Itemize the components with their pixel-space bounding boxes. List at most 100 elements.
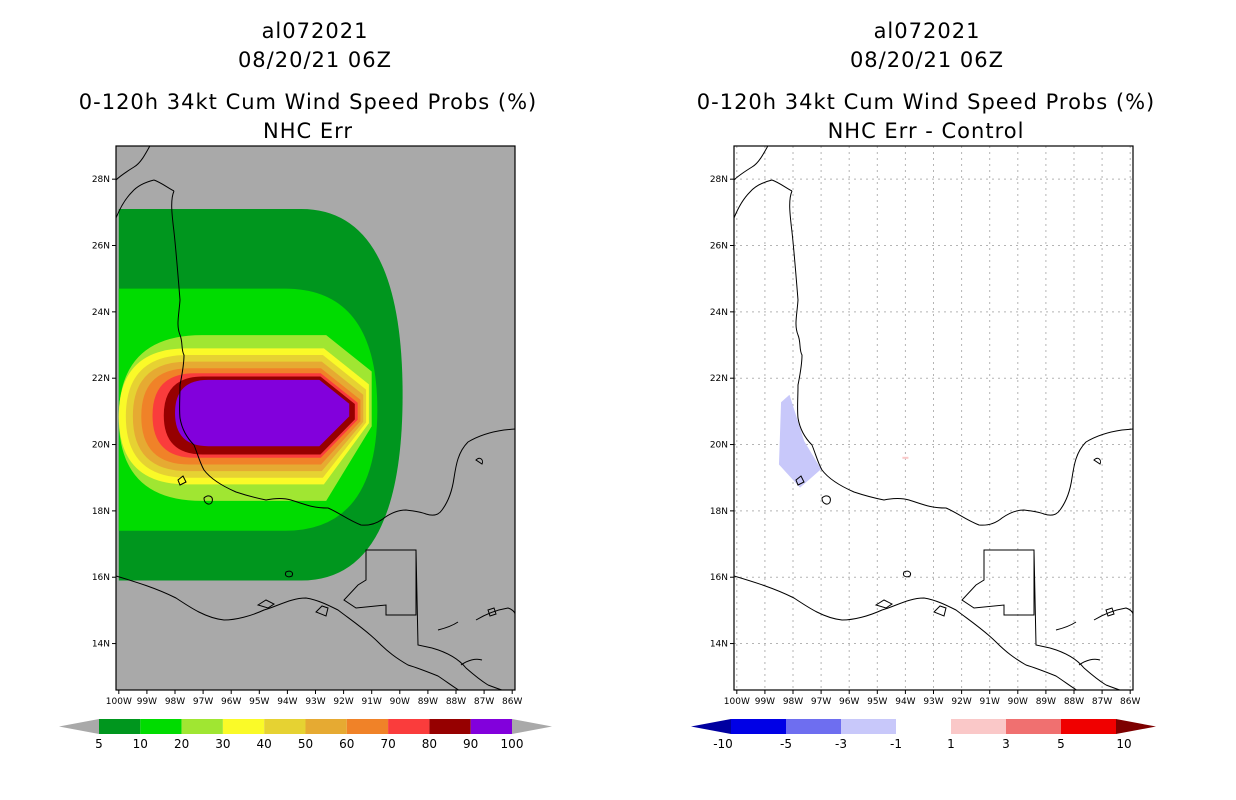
colorbar-label: 50 — [298, 737, 313, 751]
x-tick-label: 86W — [1120, 697, 1140, 707]
y-tick-label: 20N — [92, 441, 110, 451]
x-tick-label: 100W — [724, 697, 750, 707]
colorbar-label: 10 — [133, 737, 148, 751]
colorbar-label: 90 — [463, 737, 478, 751]
left-storm-id: al072021 — [262, 19, 369, 43]
colorbar-low-arrow — [59, 719, 99, 734]
colorbar-label: -5 — [780, 737, 792, 751]
y-tick-label: 20N — [710, 441, 728, 451]
x-tick-label: 92W — [333, 697, 353, 707]
left-colorbar: 5 10 20 30 40 50 60 70 80 90 100 — [59, 719, 552, 751]
y-tick-label: 22N — [710, 374, 728, 384]
x-tick-label: 91W — [362, 697, 382, 707]
right-map-panel: 100W 99W 98W 97W 96W 95W 94W 93W 92W 91W 90W 89W 88W… — [691, 19, 1156, 751]
colorbar-label: -3 — [835, 737, 847, 751]
anomaly-speck — [902, 456, 909, 459]
x-tick-label: 96W — [839, 697, 859, 707]
x-tick-label: 97W — [193, 697, 213, 707]
colorbar-label: 80 — [422, 737, 437, 751]
colorbar-swatch — [1006, 719, 1061, 734]
y-tick-label: 26N — [92, 242, 110, 252]
colorbar-swatch — [951, 719, 1006, 734]
colorbar-swatch — [99, 719, 141, 734]
colorbar-label: 30 — [215, 737, 230, 751]
colorbar-swatch — [305, 719, 347, 734]
right-chart-subtitle: NHC Err - Control — [828, 119, 1025, 143]
colorbar-label: 3 — [1002, 737, 1010, 751]
x-tick-label: 97W — [811, 697, 831, 707]
anomaly-blob — [778, 394, 822, 488]
colorbar-high-arrow — [1116, 719, 1156, 734]
colorbar-swatch — [841, 719, 896, 734]
colorbar-label: 40 — [257, 737, 272, 751]
y-tick-label: 28N — [710, 175, 728, 185]
y-tick-label: 24N — [710, 308, 728, 318]
colorbar-swatch — [388, 719, 430, 734]
left-axis-ticks: 100W 99W 98W 97W 96W 95W 94W 93W 92W 91W 90W 89W 88W… — [92, 175, 523, 707]
x-tick-label: 91W — [980, 697, 1000, 707]
right-storm-id: al072021 — [874, 19, 981, 43]
x-tick-label: 95W — [249, 697, 269, 707]
colorbar-low-arrow — [691, 719, 731, 734]
colorbar-swatch — [264, 719, 306, 734]
colorbar-swatch — [222, 719, 265, 734]
colorbar-label: 1 — [947, 737, 955, 751]
left-chart-subtitle: NHC Err — [263, 119, 353, 143]
x-tick-label: 89W — [418, 697, 438, 707]
x-tick-label: 90W — [390, 697, 410, 707]
x-tick-label: 93W — [305, 697, 325, 707]
x-tick-label: 98W — [165, 697, 185, 707]
x-tick-label: 93W — [923, 697, 943, 707]
x-tick-label: 88W — [446, 697, 466, 707]
left-datetime: 08/20/21 06Z — [238, 48, 392, 72]
right-chart-title: 0-120h 34kt Cum Wind Speed Probs (%) — [697, 90, 1155, 114]
y-tick-label: 24N — [92, 308, 110, 318]
x-tick-label: 96W — [221, 697, 241, 707]
colorbar-label: 70 — [380, 737, 395, 751]
colorbar-label: 5 — [1057, 737, 1065, 751]
right-axis-ticks: 100W 99W 98W 97W 96W 95W 94W 93W 92W 91W 90W 89W 88W… — [710, 175, 1141, 707]
colorbar-label: 100 — [501, 737, 524, 751]
x-tick-label: 87W — [1092, 697, 1112, 707]
x-tick-label: 98W — [783, 697, 803, 707]
colorbar-high-arrow — [512, 719, 552, 734]
difference-anomalies — [778, 394, 909, 488]
x-tick-label: 99W — [755, 697, 775, 707]
x-tick-label: 86W — [502, 697, 522, 707]
right-datetime: 08/20/21 06Z — [850, 48, 1004, 72]
colorbar-swatch — [786, 719, 841, 734]
colorbar-swatch — [346, 719, 389, 734]
right-colorbar: -10 -5 -3 -1 1 3 5 10 — [691, 719, 1156, 751]
x-tick-label: 88W — [1064, 697, 1084, 707]
x-tick-label: 87W — [474, 697, 494, 707]
y-tick-label: 18N — [92, 507, 110, 517]
contour-90-percent — [175, 379, 350, 447]
colorbar-label: 60 — [339, 737, 354, 751]
colorbar-label: -10 — [713, 737, 733, 751]
y-tick-label: 22N — [92, 374, 110, 384]
right-map-gridlines — [734, 146, 1133, 690]
x-tick-label: 90W — [1008, 697, 1028, 707]
left-map-panel: 100W 99W 98W 97W 96W 95W 94W 93W 92W 91W 90W 89W 88W… — [59, 19, 552, 751]
colorbar-swatch — [140, 719, 182, 734]
x-tick-label: 95W — [867, 697, 887, 707]
x-tick-label: 94W — [277, 697, 297, 707]
colorbar-swatch — [731, 719, 786, 734]
y-tick-label: 16N — [710, 573, 728, 583]
y-tick-label: 14N — [92, 640, 110, 650]
y-tick-label: 26N — [710, 242, 728, 252]
x-tick-label: 99W — [137, 697, 157, 707]
x-tick-label: 92W — [951, 697, 971, 707]
colorbar-swatch — [429, 719, 471, 734]
y-tick-label: 16N — [92, 573, 110, 583]
y-tick-label: 18N — [710, 507, 728, 517]
y-tick-label: 14N — [710, 640, 728, 650]
x-tick-label: 89W — [1036, 697, 1056, 707]
x-tick-label: 100W — [106, 697, 132, 707]
colorbar-swatch — [181, 719, 223, 734]
colorbar-label: 20 — [174, 737, 189, 751]
probability-contours — [118, 209, 403, 581]
colorbar-swatch — [1061, 719, 1116, 734]
colorbar-swatch — [896, 719, 951, 734]
